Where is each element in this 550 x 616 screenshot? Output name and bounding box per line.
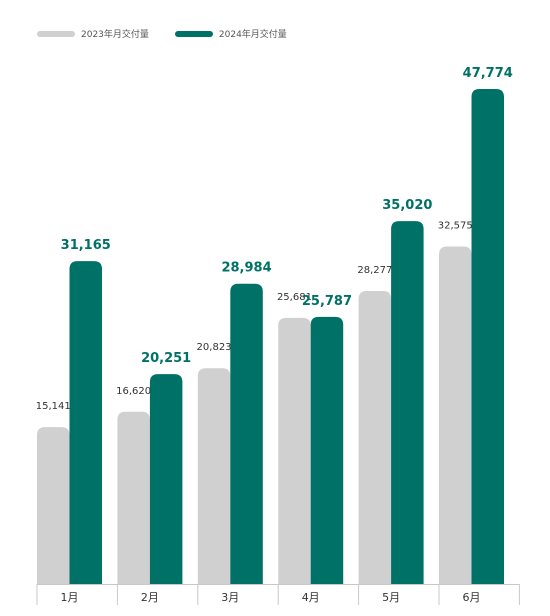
data-label-2024-4: 25,787 — [302, 294, 352, 309]
data-label-2023-6: 32,575 — [438, 220, 473, 231]
x-tick-label-2: 2月 — [141, 591, 159, 604]
legend-label-2024: 2024年月交付量 — [218, 30, 287, 40]
legend-label-2023: 2023年月交付量 — [81, 30, 149, 40]
bar-2024-4 — [310, 316, 344, 584]
data-label-2024-6: 47,774 — [463, 66, 513, 81]
data-label-2024-3: 28,984 — [221, 261, 271, 276]
bar-2023-1 — [37, 427, 70, 584]
x-tick-label-3: 3月 — [221, 591, 239, 604]
bar-2023-2 — [117, 411, 150, 584]
data-label-2023-1: 15,141 — [36, 401, 71, 412]
bar-2023-4 — [278, 317, 311, 584]
x-tick-label-4: 4月 — [302, 591, 320, 604]
bar-2023-3 — [197, 368, 231, 584]
bar-2024-5 — [391, 221, 424, 584]
data-label-2023-2: 16,620 — [116, 386, 151, 397]
legend-swatch-2023 — [37, 30, 75, 37]
x-tick-label-5: 5月 — [382, 591, 400, 604]
data-label-2024-1: 31,165 — [61, 238, 111, 253]
bar-2023-6 — [439, 246, 472, 585]
legend-item-2023: 2023年月交付量 — [37, 27, 149, 40]
chart-legend: 2023年月交付量 2024年月交付量 — [37, 27, 313, 40]
bar-2024-2 — [149, 374, 183, 584]
bar-2024-1 — [69, 261, 102, 584]
legend-item-2024: 2024年月交付量 — [174, 27, 287, 40]
legend-swatch-2024 — [174, 30, 213, 37]
x-tick-label-1: 1月 — [61, 591, 79, 604]
data-label-2024-2: 20,251 — [141, 351, 191, 366]
bar-2024-3 — [230, 283, 263, 584]
bar-2024-6 — [471, 89, 504, 584]
data-label-2023-3: 20,823 — [197, 342, 232, 353]
x-tick-label-6: 6月 — [463, 591, 481, 604]
data-label-2023-5: 28,277 — [357, 265, 392, 276]
data-label-2024-5: 35,020 — [382, 198, 432, 213]
bar-2023-5 — [358, 291, 392, 584]
data-label-2023-4: 25,681 — [277, 292, 312, 303]
